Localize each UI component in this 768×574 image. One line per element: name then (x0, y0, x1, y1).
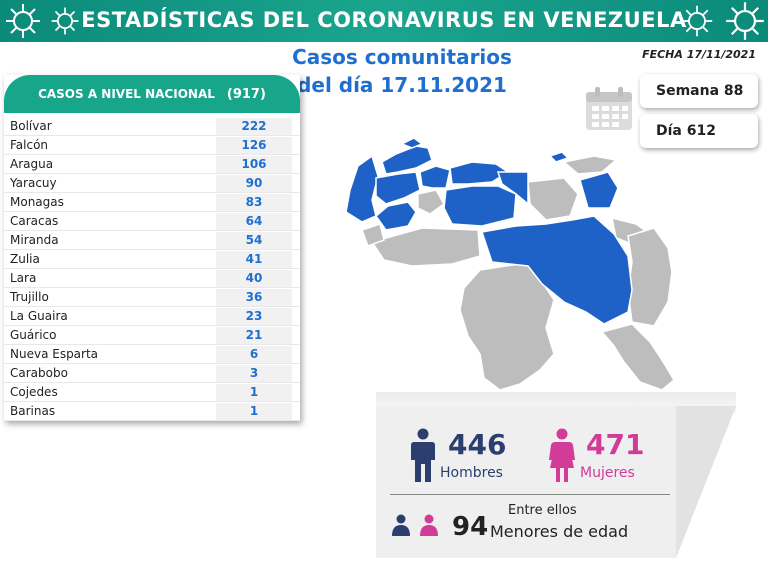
case-count: 1 (216, 402, 292, 420)
women-count: 471 (586, 428, 645, 461)
state-name: La Guaira (10, 309, 68, 323)
table-row: Barinas 1 (4, 402, 300, 421)
woman-icon (549, 428, 575, 482)
map-region-apure (370, 227, 481, 267)
map-region-yaracuy-carabobo (419, 165, 451, 189)
table-row: Caracas 64 (4, 212, 300, 231)
state-name: Falcón (10, 138, 49, 152)
virus-icon (726, 2, 764, 40)
calendar-icon (586, 87, 632, 130)
table-row: La Guaira 23 (4, 307, 300, 326)
state-name: Monagas (10, 195, 64, 209)
map-region-anzoategui-blue (496, 171, 529, 206)
state-name: Guárico (10, 328, 57, 342)
table-row: Trujillo 36 (4, 288, 300, 307)
map-region-guarico (443, 185, 517, 227)
state-name: Barinas (10, 404, 56, 418)
state-name: Caracas (10, 214, 59, 228)
map-region-sucre (562, 155, 618, 175)
map-region-bolivar (481, 215, 633, 325)
virus-icon (6, 4, 40, 38)
state-name: Miranda (10, 233, 59, 247)
table-row: Yaracuy 90 (4, 174, 300, 193)
man-icon (411, 428, 435, 482)
subtitle: Casos comunitarios del día 17.11.2021 (282, 43, 522, 99)
state-name: Aragua (10, 157, 54, 171)
case-count: 3 (216, 364, 292, 382)
case-count: 83 (216, 193, 292, 211)
subtitle-line-1: Casos comunitarios (292, 45, 512, 69)
virus-icon (681, 5, 713, 37)
women-label: Mujeres (580, 465, 635, 481)
case-count: 1 (216, 383, 292, 401)
men-label: Hombres (440, 465, 503, 481)
case-count: 21 (216, 326, 292, 344)
table-row: Guárico 21 (4, 326, 300, 345)
child-girl-icon (420, 514, 438, 536)
case-count: 40 (216, 269, 292, 287)
case-count: 222 (216, 117, 292, 135)
table-row: Aragua 106 (4, 155, 300, 174)
child-boy-icon (392, 514, 410, 536)
week-badge: Semana 88 (640, 74, 758, 108)
map-region-guayana-south (600, 323, 675, 391)
table-row: Miranda 54 (4, 231, 300, 250)
table-row: Monagas 83 (4, 193, 300, 212)
table-row: Cojedes 1 (4, 383, 300, 402)
map-region-zulia (345, 154, 379, 223)
case-count: 6 (216, 345, 292, 363)
case-count: 23 (216, 307, 292, 325)
state-name: Trujillo (10, 290, 49, 304)
map-region-anzoategui (527, 177, 579, 221)
table-rows: Bolívar 222 Falcón 126 Aragua 106 Yaracuy 90 Mon… (4, 117, 300, 421)
map-region-falcon-peninsula (400, 137, 424, 149)
case-count: 106 (216, 155, 292, 173)
table-header: CASOS A NIVEL NACIONAL (917) (4, 75, 300, 113)
virus-icon (51, 7, 79, 35)
state-name: Zulia (10, 252, 40, 266)
table-header-total: (917) (226, 86, 266, 102)
minors-label: Menores de edad (490, 522, 629, 541)
case-count: 64 (216, 212, 292, 230)
table-row: Lara 40 (4, 269, 300, 288)
entre-ellos-label: Entre ellos (508, 503, 577, 518)
state-name: Nueva Esparta (10, 347, 99, 361)
venezuela-map (345, 137, 675, 391)
date-label: FECHA 17/11/2021 (642, 48, 756, 61)
map-region-east-edge (627, 227, 673, 327)
header-banner: ESTADÍSTICAS DEL CORONAVIRUS EN VENEZUEL… (0, 0, 768, 42)
page-title: ESTADÍSTICAS DEL CORONAVIRUS EN VENEZUEL… (81, 8, 687, 32)
map-region-monagas (579, 171, 619, 209)
map-region-tachira (361, 223, 385, 247)
table-row: Carabobo 3 (4, 364, 300, 383)
case-count: 126 (216, 136, 292, 154)
men-count: 446 (448, 428, 507, 461)
table-row: Zulia 41 (4, 250, 300, 269)
minors-count: 94 (452, 512, 489, 542)
state-name: Bolívar (10, 119, 52, 133)
map-region-merida-barinas (374, 201, 417, 231)
table-row: Nueva Esparta 6 (4, 345, 300, 364)
divider (390, 494, 670, 495)
table-header-label: CASOS A NIVEL NACIONAL (38, 87, 215, 101)
state-name: Carabobo (10, 366, 68, 380)
map-region-cojedes (417, 189, 445, 215)
case-count: 36 (216, 288, 292, 306)
case-count: 41 (216, 250, 292, 268)
map-region-falcon (381, 145, 433, 175)
map-region-lara-trujillo (375, 171, 421, 205)
map-region-nueva-esparta (548, 151, 570, 163)
state-name: Yaracuy (10, 176, 57, 190)
table-row: Bolívar 222 (4, 117, 300, 136)
subtitle-line-2: del día 17.11.2021 (297, 73, 507, 97)
state-name: Cojedes (10, 385, 58, 399)
state-name: Lara (10, 271, 37, 285)
table-row: Falcón 126 (4, 136, 300, 155)
case-count: 90 (216, 174, 292, 192)
case-count: 54 (216, 231, 292, 249)
day-badge: Día 612 (640, 114, 758, 148)
national-cases-table: CASOS A NIVEL NACIONAL (917) Bolívar 222 F… (4, 75, 300, 421)
